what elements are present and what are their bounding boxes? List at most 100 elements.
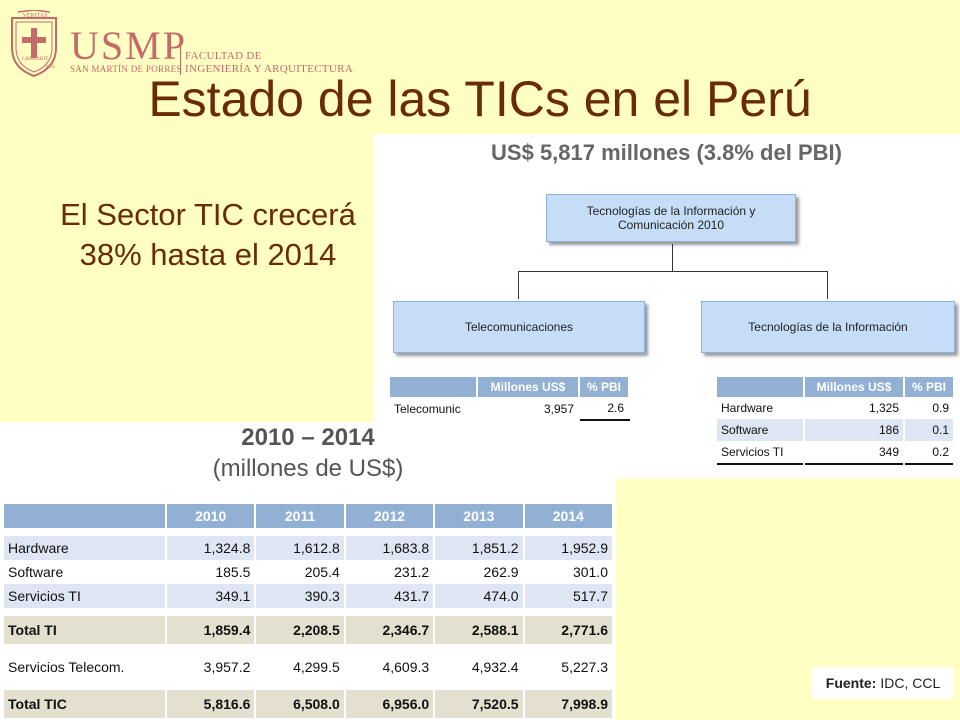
- logo-separator: [180, 35, 181, 75]
- table-cell: 1,851.2: [434, 536, 525, 560]
- crest-icon: [11, 10, 57, 78]
- table-cell: Software: [717, 419, 805, 441]
- table-cell: Hardware: [717, 397, 805, 419]
- table-cell: 2.6: [579, 397, 630, 421]
- faculty-line-2: INGENIERÍA Y ARQUITECTURA: [185, 63, 354, 75]
- table-cell: 2,346.7: [344, 616, 436, 644]
- slide-title: Estado de las TICs en el Perú: [148, 71, 812, 127]
- table-cell: 4,609.3: [344, 652, 436, 682]
- org-root-line-2: Comunicación 2010: [617, 218, 725, 232]
- table-cell: 301.0: [523, 560, 615, 584]
- table-cell: 262.9: [434, 560, 525, 584]
- table-cell: 186: [804, 419, 905, 441]
- table-cell: 1,612.8: [255, 536, 346, 560]
- ti-table: Millones US$ % PBI Hardware 1,325 0.9 So…: [717, 377, 955, 465]
- org-chart-heading: US$ 5,817 millones (3.8% del PBI): [491, 140, 842, 165]
- telecom-table: Millones US$ % PBI Telecomunic 3,957 2.6: [390, 377, 630, 421]
- table-header: 2013: [434, 504, 525, 528]
- spacer-row: [4, 644, 614, 652]
- table-header: 2012: [344, 504, 436, 528]
- org-telecom-box: Telecomunicaciones: [393, 301, 645, 353]
- table-cell: 517.7: [523, 584, 615, 608]
- table-header: Millones US$: [477, 377, 580, 397]
- spacer-row: [4, 682, 614, 690]
- row-label: Servicios TI: [4, 584, 167, 608]
- table-cell: 0.9: [904, 397, 955, 419]
- org-ti-box: Tecnologías de la Información: [701, 301, 955, 353]
- total-row: Total TI 1,859.4 2,208.5 2,346.7 2,588.1…: [4, 616, 615, 644]
- table-header: 2014: [523, 504, 615, 528]
- table-header-row: Millones US$ % PBI: [717, 377, 955, 397]
- crest-lettering: VERITAS LIBERABIT VOS: [22, 13, 55, 70]
- table-row: Servicios TI 349 0.2: [717, 441, 955, 464]
- svg-text:LIBERABIT: LIBERABIT: [22, 57, 48, 62]
- svg-text:VOS: VOS: [45, 65, 55, 70]
- table-row: Hardware 1,324.8 1,612.8 1,683.8 1,851.2…: [4, 536, 615, 560]
- logo-wordmark: USMP: [70, 23, 187, 68]
- logo-university: SAN MARTÍN DE PORRES: [70, 64, 182, 74]
- table-cell: 2,208.5: [255, 616, 346, 644]
- table-cell: 1,952.9: [523, 536, 615, 560]
- table-row: Software 185.5 205.4 231.2 262.9 301.0: [4, 560, 615, 584]
- org-root-line-1: Tecnologías de la Información y: [586, 204, 756, 218]
- table-cell: 4,932.4: [434, 652, 525, 682]
- source-note: Fuente: IDC, CCL: [812, 667, 954, 699]
- connector-line: [827, 271, 828, 299]
- connector-line: [518, 271, 828, 272]
- connector-line: [518, 271, 519, 299]
- source-label: Fuente:: [825, 675, 877, 691]
- table-row: Hardware 1,325 0.9: [717, 397, 955, 419]
- row-label: Software: [4, 560, 167, 584]
- table-cell: 5,816.6: [166, 690, 257, 718]
- table-cell: 6,508.0: [255, 690, 346, 718]
- subtitle-line-2: 38% hasta el 2014: [79, 237, 337, 272]
- table-header: 2011: [255, 504, 346, 528]
- table-header: Millones US$: [804, 377, 905, 397]
- table-header: 2010: [166, 504, 257, 528]
- table-cell: 1,683.8: [344, 536, 436, 560]
- table-cell: 349.1: [166, 584, 257, 608]
- usmp-logo: VERITAS LIBERABIT VOS USMP SAN MARTÍN DE…: [8, 8, 360, 78]
- table-cell: 0.1: [904, 419, 955, 441]
- table-cell: 0.2: [904, 441, 955, 464]
- row-label: Hardware: [4, 536, 167, 560]
- row-label: Servicios Telecom.: [4, 652, 167, 682]
- connector-line: [672, 244, 673, 272]
- spacer-row: [4, 608, 614, 616]
- table-cell: 474.0: [434, 584, 525, 608]
- table-header: [717, 377, 805, 397]
- table-header: [390, 377, 478, 397]
- row-label: Total TI: [4, 616, 167, 644]
- table-header: [4, 504, 167, 528]
- org-root-box: Tecnologías de la Información y Comunica…: [546, 194, 796, 242]
- spacer-row: [4, 528, 614, 536]
- table-header-row: 2010 2011 2012 2013 2014: [4, 504, 615, 528]
- table-row: Telecomunic 3,957 2.6: [390, 397, 630, 421]
- table-cell: 1,324.8: [166, 536, 257, 560]
- total-row: Total TIC 5,816.6 6,508.0 6,956.0 7,520.…: [4, 690, 615, 718]
- table-cell: Telecomunic: [390, 397, 478, 420]
- table-cell: 7,520.5: [434, 690, 525, 718]
- table-cell: 3,957.2: [166, 652, 257, 682]
- forecast-table: 2010 2011 2012 2013 2014 Hardware 1,324.…: [4, 504, 615, 718]
- org-chart-panel: US$ 5,817 millones (3.8% del PBI) Tecnol…: [373, 134, 960, 479]
- table-cell: 205.4: [255, 560, 346, 584]
- table-cell: Servicios TI: [717, 441, 805, 464]
- faculty-line-1: FACULTAD DE: [185, 50, 262, 62]
- subtitle: El Sector TIC crecerá 38% hasta el 2014: [18, 195, 398, 275]
- table-cell: 1,325: [804, 397, 905, 419]
- subtitle-line-1: El Sector TIC crecerá: [60, 197, 356, 232]
- table-header: % PBI: [579, 377, 630, 397]
- svg-text:VERITAS: VERITAS: [23, 13, 48, 19]
- logo-faculty: FACULTAD DE INGENIERÍA Y ARQUITECTURA: [185, 50, 353, 76]
- row-label: Total TIC: [4, 690, 167, 718]
- table-cell: 2,771.6: [523, 616, 615, 644]
- forecast-subheading: (millones de US$): [212, 455, 404, 482]
- forecast-heading: 2010 – 2014: [241, 424, 375, 451]
- table-row: Servicios TI 349.1 390.3 431.7 474.0 517…: [4, 584, 615, 608]
- table-cell: 2,588.1: [434, 616, 525, 644]
- table-row: Servicios Telecom. 3,957.2 4,299.5 4,609…: [4, 652, 615, 682]
- table-header: % PBI: [904, 377, 955, 397]
- forecast-table-panel: 2010 – 2014 (millones de US$) 2010 2011 …: [0, 422, 616, 720]
- table-header-row: Millones US$ % PBI: [390, 377, 630, 397]
